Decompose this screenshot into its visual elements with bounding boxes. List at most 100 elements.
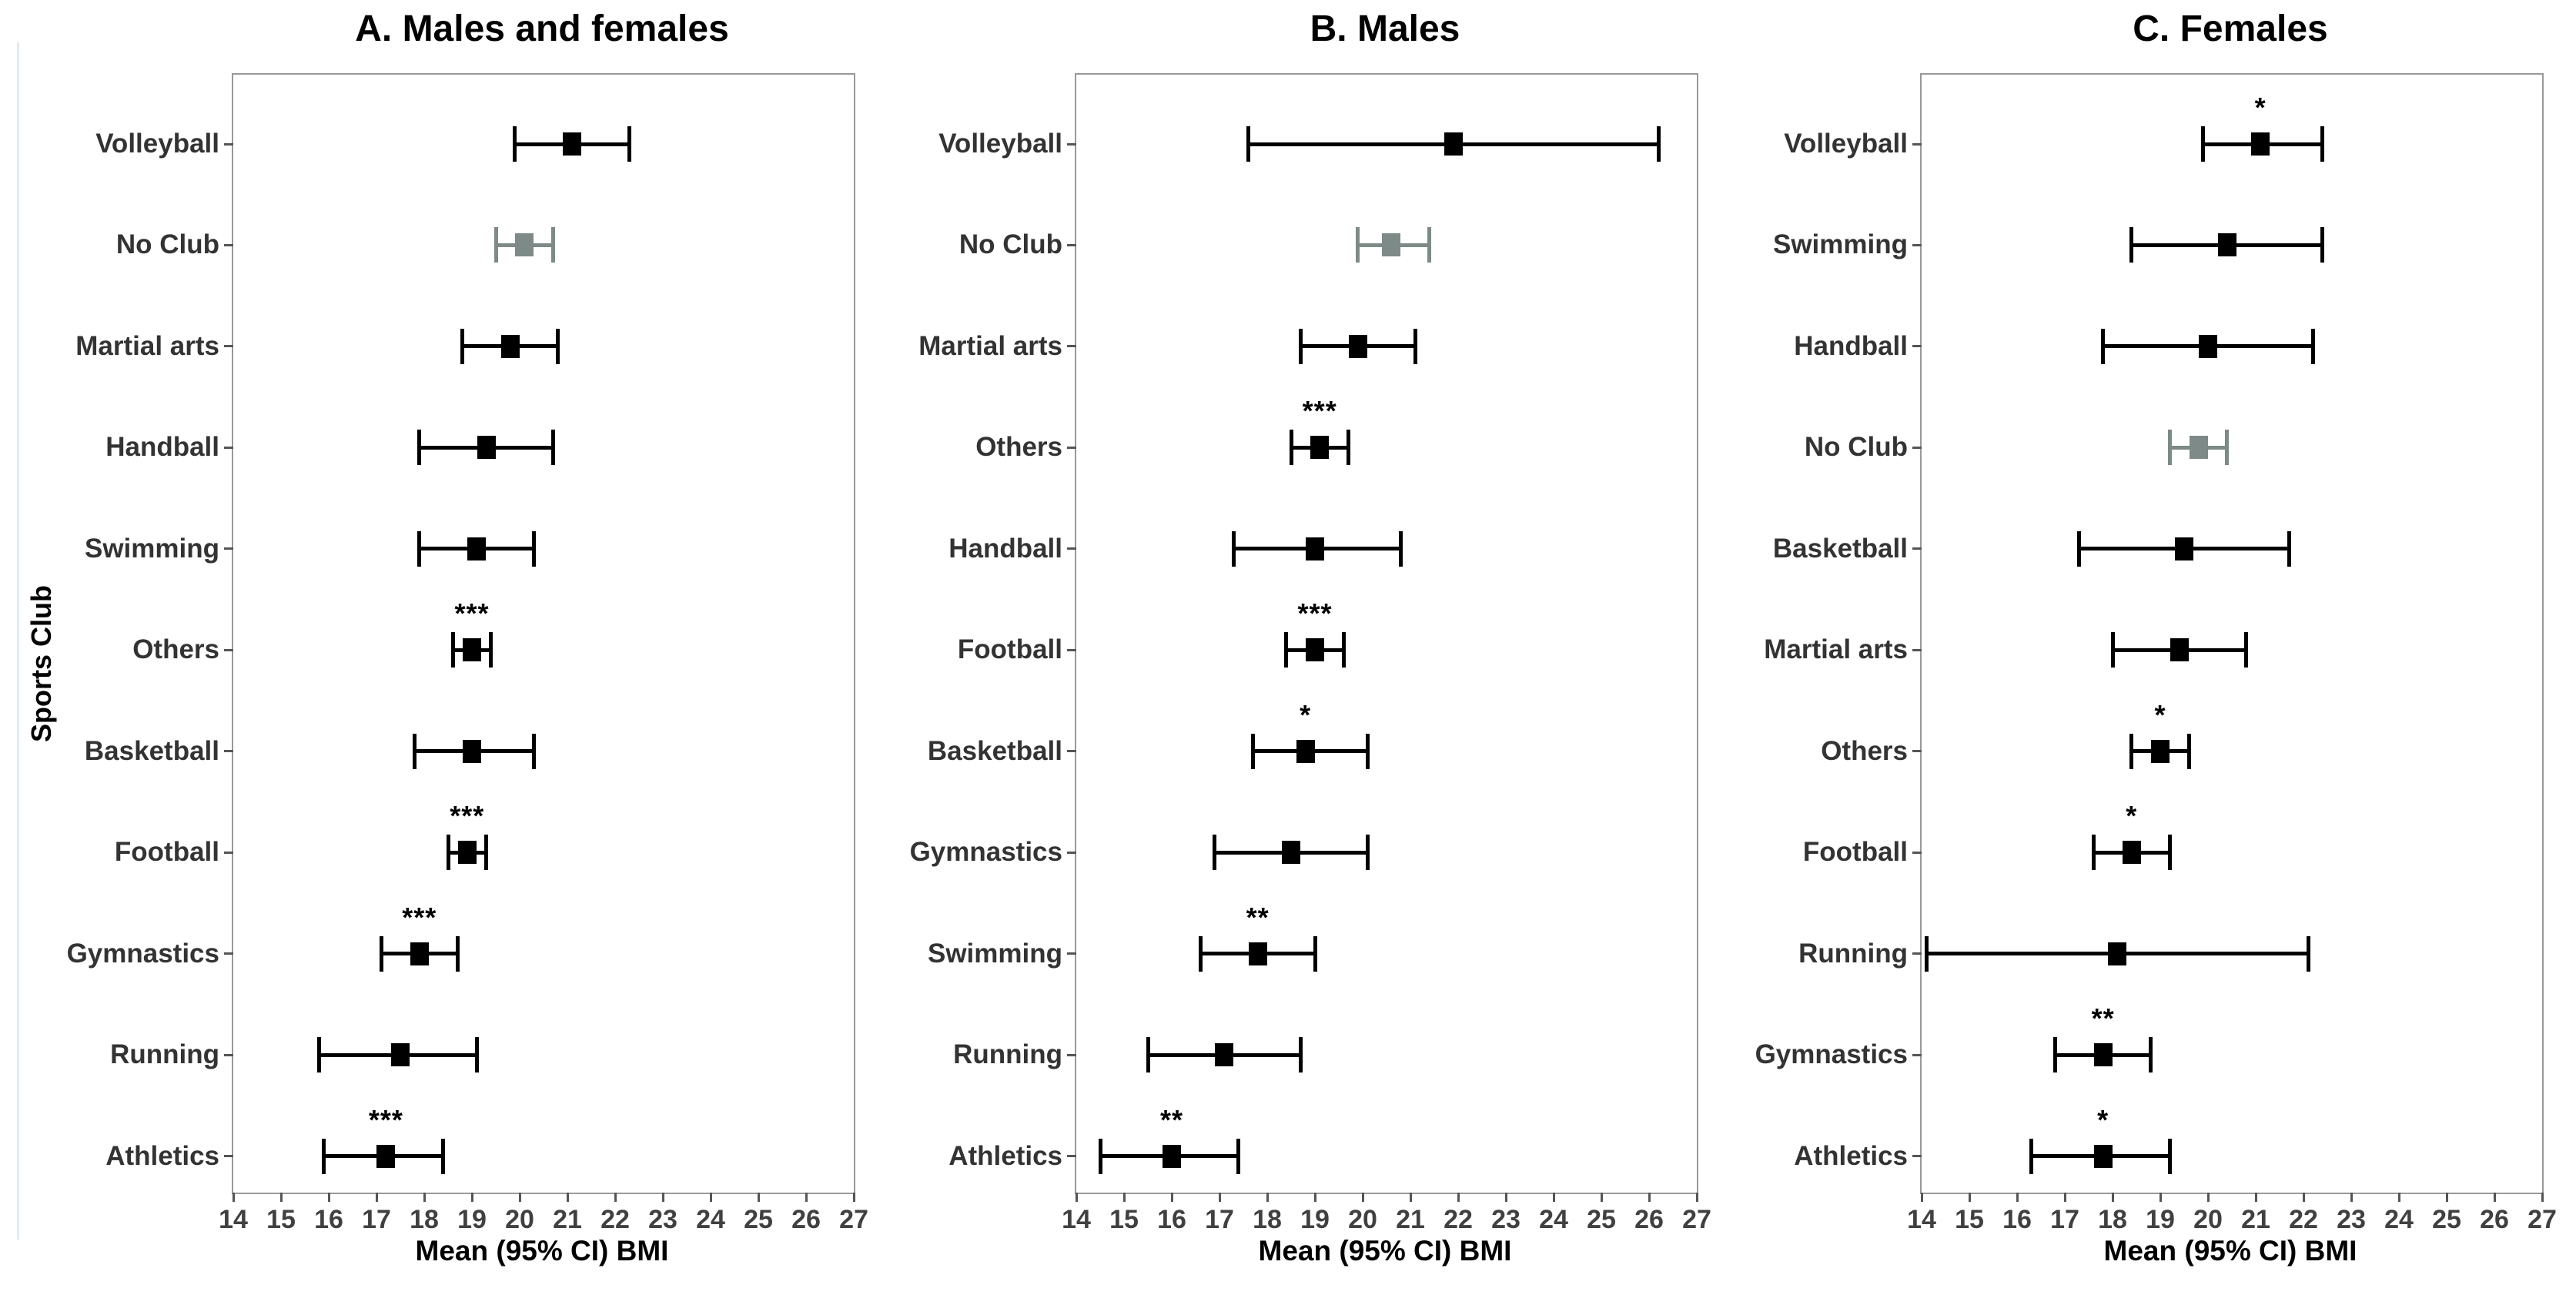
mean-marker (2170, 638, 2189, 662)
ci-cap-high (2320, 227, 2325, 263)
ci-cap-low (1146, 1037, 1150, 1073)
y-tick-mark (1067, 345, 1076, 348)
x-tick-label: 21 (553, 1205, 582, 1234)
x-tick-label: 27 (1682, 1205, 1711, 1234)
mean-marker (391, 1043, 410, 1067)
ci-cap-high (2310, 328, 2315, 364)
x-tick-mark (852, 1193, 855, 1202)
x-tick-mark (2493, 1193, 2496, 1202)
mean-marker (463, 739, 481, 763)
ci-cap-low (317, 1037, 322, 1073)
ci-cap-high (2167, 1138, 2172, 1174)
significance-stars: * (1300, 698, 1312, 731)
category-label: Football (114, 837, 219, 868)
ci-cap-high (1413, 328, 1417, 364)
mean-marker (376, 1144, 396, 1168)
x-tick-mark (1920, 1193, 1923, 1202)
ci-cap-high (489, 632, 493, 668)
x-tick-label: 20 (1348, 1205, 1377, 1234)
ci-cap-low (379, 935, 383, 972)
mean-marker (1306, 537, 1324, 560)
mean-marker (1310, 436, 1330, 460)
ci-cap-high (2167, 835, 2172, 871)
category-label: Martial arts (1764, 634, 1908, 665)
category-label: Others (975, 432, 1062, 463)
ci-cap-low (1924, 935, 1929, 972)
y-tick-mark (1067, 446, 1076, 449)
ci-cap-high (1365, 835, 1370, 871)
mean-marker (1282, 841, 1300, 865)
ci-cap-low (1098, 1138, 1102, 1174)
significance-stars: *** (1297, 597, 1333, 630)
ci-cap-low (417, 530, 422, 567)
category-label: Volleyball (95, 129, 219, 159)
category-label: Athletics (105, 1140, 219, 1171)
ci-cap-low (2053, 1037, 2058, 1073)
category-label: Handball (105, 432, 219, 463)
figure-left-edge-line (17, 42, 19, 1240)
y-tick-mark (1067, 547, 1076, 550)
y-tick-mark (1912, 243, 1922, 246)
y-tick-mark (1912, 1053, 1922, 1056)
category-label: Others (1821, 735, 1908, 766)
y-tick-mark (1912, 851, 1922, 854)
x-tick-mark (709, 1193, 712, 1202)
category-label: Gymnastics (1755, 1039, 1908, 1070)
mean-marker (1444, 132, 1463, 156)
x-tick-label: 26 (2480, 1205, 2509, 1234)
y-tick-mark (1912, 142, 1922, 146)
ci-cap-high (1656, 126, 1661, 162)
mean-marker (2151, 739, 2170, 763)
ci-cap-low (1232, 530, 1236, 567)
ci-cap-high (532, 530, 537, 567)
x-tick-label: 27 (839, 1205, 868, 1234)
significance-stars: *** (1302, 395, 1337, 427)
category-label: No Club (1804, 432, 1908, 463)
mean-marker (1382, 233, 1401, 257)
ci-cap-low (2167, 430, 2172, 466)
category-label: Others (132, 634, 219, 665)
mean-marker (477, 436, 496, 460)
x-tick-mark (1170, 1193, 1173, 1202)
ci-cap-low (493, 227, 498, 263)
ci-cap-high (474, 1037, 479, 1073)
category-label: Running (953, 1039, 1062, 1070)
x-tick-mark (2445, 1193, 2448, 1202)
ci-cap-low (1289, 430, 1293, 466)
x-tick-mark (423, 1193, 426, 1202)
y-tick-mark (1912, 648, 1922, 651)
mean-marker (2189, 436, 2208, 460)
x-tick-label: 19 (2146, 1205, 2175, 1234)
x-tick-mark (1695, 1193, 1698, 1202)
ci-cap-low (513, 126, 517, 162)
mean-marker (2093, 1144, 2113, 1168)
ci-cap-low (413, 733, 417, 769)
ci-cap-high (550, 227, 555, 263)
ci-cap-high (1346, 430, 1350, 466)
category-label: Football (957, 634, 1062, 665)
x-tick-mark (1648, 1193, 1651, 1202)
mean-marker (463, 638, 481, 662)
category-label: Volleyball (938, 129, 1062, 159)
y-tick-mark (1067, 1053, 1076, 1056)
x-tick-mark (2159, 1193, 2162, 1202)
mean-marker (500, 334, 520, 358)
ci-cap-high (484, 835, 489, 871)
y-tick-mark (224, 1155, 233, 1157)
significance-stars: * (2097, 1103, 2109, 1136)
ci-cap-low (1298, 328, 1303, 364)
x-tick-mark (1266, 1193, 1269, 1202)
significance-stars: ** (1246, 901, 1270, 933)
mean-marker (2199, 334, 2217, 358)
category-label: Basketball (927, 735, 1062, 766)
plot-area-2: 14 15 16 17 18 19 20 21 22 23 24 25 26 27 Volleyball * S… (1755, 73, 2557, 1234)
y-tick-mark (224, 243, 233, 246)
ci-cap-high (1313, 935, 1317, 972)
x-tick-label: 16 (314, 1205, 343, 1234)
ci-cap-high (1298, 1037, 1303, 1073)
x-tick-label: 14 (219, 1205, 248, 1234)
x-tick-label: 17 (2050, 1205, 2079, 1234)
y-tick-mark (1067, 1155, 1076, 1157)
x-tick-mark (375, 1193, 378, 1202)
x-tick-label: 19 (1300, 1205, 1330, 1234)
